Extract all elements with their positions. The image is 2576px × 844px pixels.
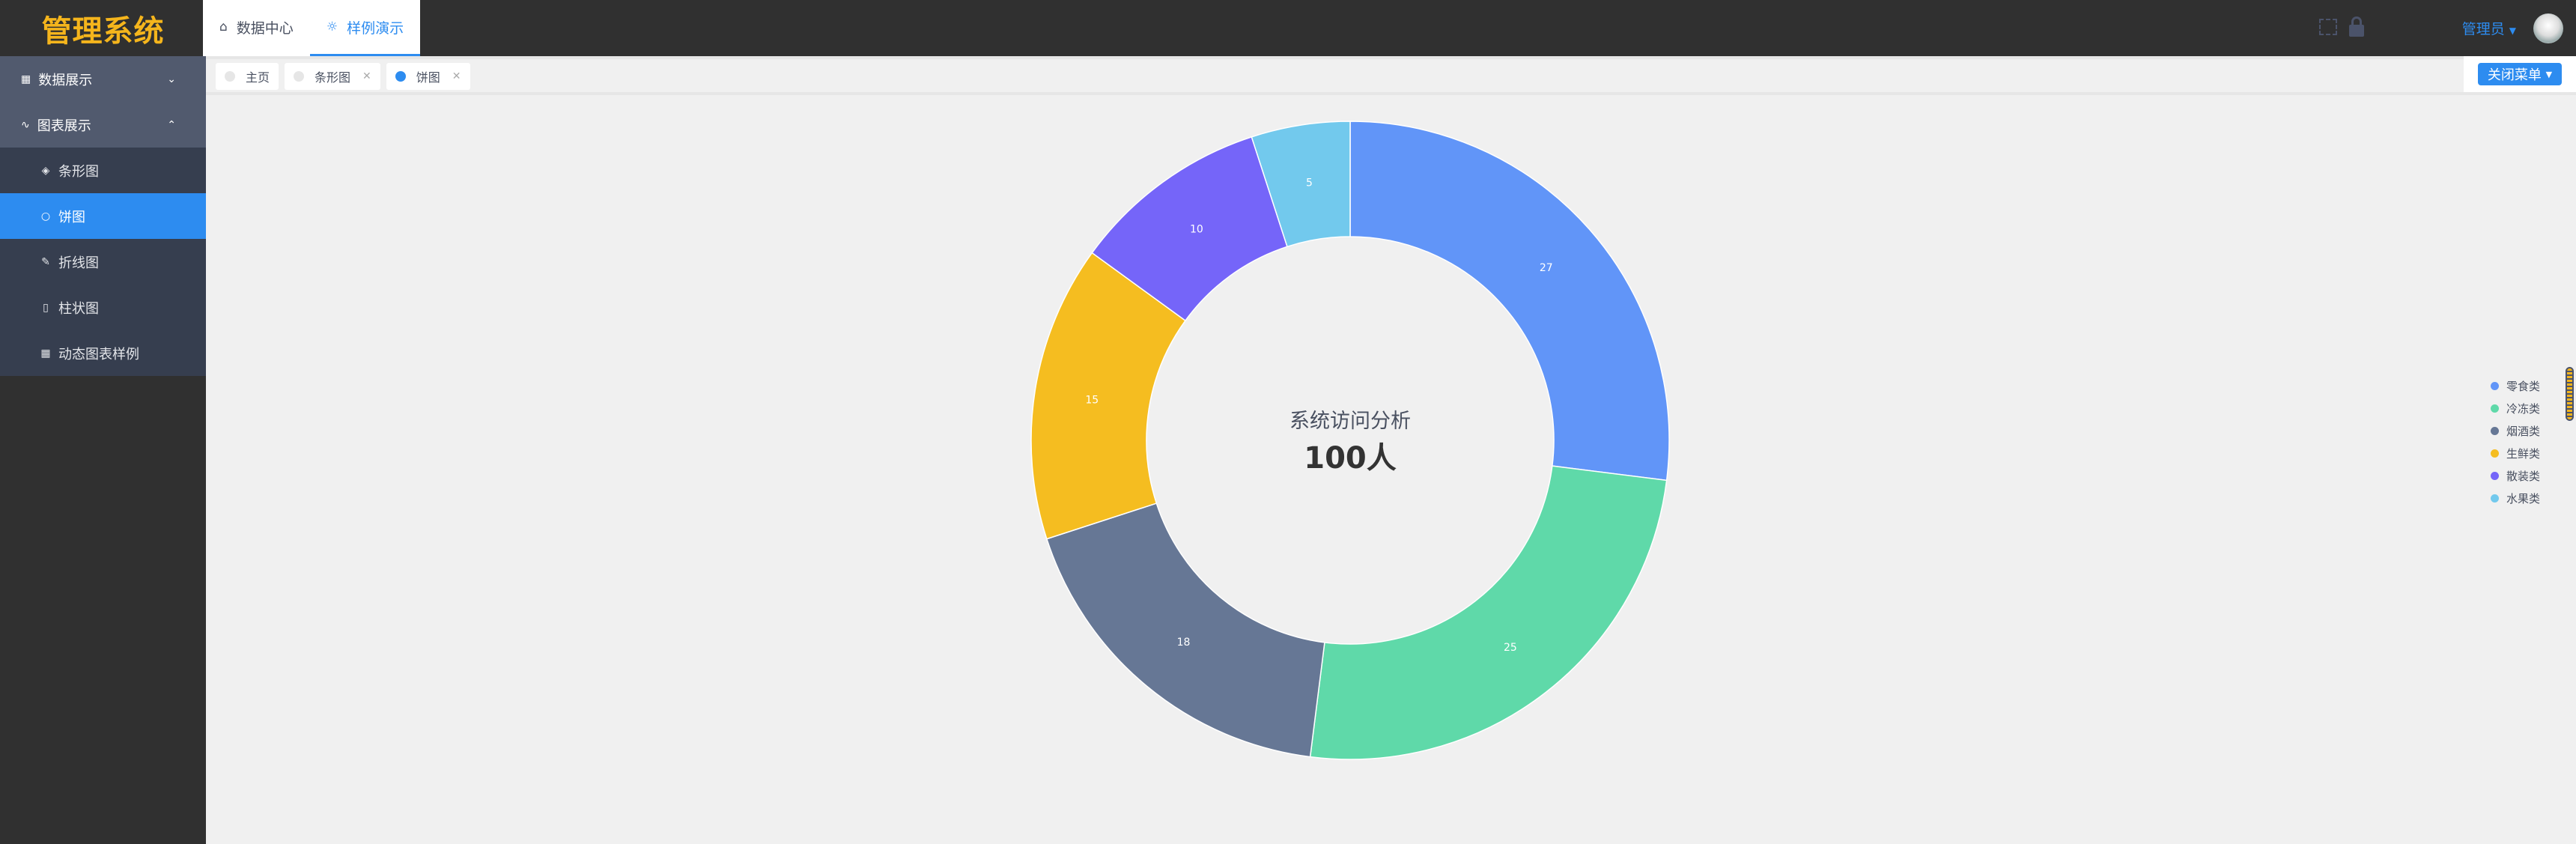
user-name: 管理员 (2461, 21, 2505, 37)
nav-label: 样例演示 (347, 19, 404, 37)
bulb-icon: ☼ (326, 19, 338, 34)
item-label: 条形图 (58, 163, 99, 180)
circle-icon: ○ (40, 210, 51, 222)
pie-slice-2[interactable] (1045, 503, 1325, 758)
fullscreen-icon[interactable] (2319, 19, 2337, 35)
legend-label: 生鲜类 (2506, 446, 2541, 461)
close-icon[interactable]: ✕ (362, 70, 371, 82)
slice-label: 25 (1504, 642, 1517, 654)
legend-label: 水果类 (2506, 491, 2541, 506)
item-label: 柱状图 (58, 300, 99, 317)
pie-slice-0[interactable] (1349, 121, 1670, 482)
lock-icon[interactable] (2349, 16, 2364, 37)
pen-icon: ✎ (41, 255, 50, 268)
nav-examples[interactable]: ☼ 样例演示 (309, 0, 421, 56)
item-label: 饼图 (58, 209, 85, 225)
slice-label: 27 (1540, 262, 1553, 274)
nav-data-center[interactable]: ⌂ 数据中心 (203, 0, 310, 56)
sidebar: ▦ 数据展示 ⌄ ∿ 图表展示 ⌃ ◈ 条形图 ○ 饼图 ✎ 折线图 ▯ 柱状图 ▦ 动态图表样例 (0, 56, 206, 844)
group-label: 数据展示 (38, 72, 93, 88)
sidebar-item-column[interactable]: ▯ 柱状图 (0, 285, 206, 330)
legend-label: 烟酒类 (2506, 424, 2541, 438)
slice-label: 5 (1306, 177, 1313, 189)
dot-icon (294, 71, 305, 82)
nav-label: 数据中心 (236, 19, 294, 37)
group-label: 图表展示 (37, 118, 91, 134)
legend-dot-icon (2491, 494, 2499, 503)
chart-center-value: 100人 (1304, 441, 1397, 476)
legend-item[interactable]: 生鲜类 (2491, 442, 2540, 464)
sidebar-submenu: ◈ 条形图 ○ 饼图 ✎ 折线图 ▯ 柱状图 ▦ 动态图表样例 (0, 148, 206, 376)
tag-icon: ◈ (41, 164, 50, 177)
sidebar-item-pie[interactable]: ○ 饼图 (0, 193, 206, 239)
legend-dot-icon (2491, 471, 2499, 480)
chevron-up-icon: ⌃ (167, 118, 176, 131)
legend-label: 零食类 (2506, 379, 2541, 393)
slice-label: 18 (1177, 637, 1191, 649)
avatar[interactable] (2533, 13, 2563, 43)
legend-dot-icon (2491, 404, 2499, 413)
grid-icon: ▦ (40, 347, 51, 359)
sidebar-item-line[interactable]: ✎ 折线图 (0, 239, 206, 285)
tag-label: 主页 (246, 70, 270, 85)
pie-slice-5[interactable] (1251, 121, 1351, 248)
legend-dot-icon (2491, 449, 2499, 458)
sidebar-group-charts[interactable]: ∿ 图表展示 ⌃ (0, 102, 206, 148)
slice-label: 15 (1085, 394, 1099, 406)
logo: 管理系统 (41, 13, 165, 49)
chevron-down-icon: ⌄ (167, 73, 176, 85)
slice-label: 10 (1190, 224, 1203, 236)
pulse-icon: ∿ (21, 118, 30, 131)
tag-home[interactable]: 主页 (216, 63, 279, 90)
item-label: 动态图表样例 (58, 346, 139, 362)
legend-item[interactable]: 烟酒类 (2491, 419, 2540, 442)
close-menu-area: 关闭菜单 ▼ (2464, 56, 2576, 92)
grid-icon: ▦ (21, 73, 31, 85)
close-menu-label: 关闭菜单 (2487, 67, 2542, 83)
home-icon: ⌂ (219, 19, 228, 34)
top-nav: ⌂ 数据中心 ☼ 样例演示 (203, 0, 421, 56)
dot-icon (395, 71, 406, 82)
tag-list: 主页 条形图 ✕ 饼图 ✕ (216, 63, 470, 90)
legend-item[interactable]: 水果类 (2491, 487, 2540, 509)
close-icon[interactable]: ✕ (452, 70, 461, 82)
legend-dot-icon (2491, 381, 2499, 390)
item-label: 折线图 (58, 255, 99, 271)
tag-label: 条形图 (315, 70, 351, 85)
tag-pie-chart[interactable]: 饼图 ✕ (386, 63, 470, 90)
close-menu-button[interactable]: 关闭菜单 ▼ (2478, 63, 2562, 85)
dot-icon (225, 71, 235, 82)
user-dropdown[interactable]: 管理员 ▼ (2462, 18, 2516, 38)
pie-slice-3[interactable] (1030, 252, 1186, 540)
sidebar-group-data[interactable]: ▦ 数据展示 ⌄ (0, 56, 206, 102)
pie-slice-1[interactable] (1309, 465, 1668, 760)
chart-title: 系统访问分析 (1289, 410, 1411, 433)
sidebar-item-dynamic[interactable]: ▦ 动态图表样例 (0, 330, 206, 376)
legend-label: 冷冻类 (2506, 401, 2541, 416)
sidebar-item-bar[interactable]: ◈ 条形图 (0, 148, 206, 193)
legend-item[interactable]: 零食类 (2491, 374, 2540, 397)
chart-legend: 零食类冷冻类烟酒类生鲜类散装类水果类 (2491, 374, 2540, 509)
tag-bar: 主页 条形图 ✕ 饼图 ✕ (206, 56, 2576, 95)
legend-scrollbar[interactable] (2566, 367, 2574, 421)
top-header: 管理系统 ⌂ 数据中心 ☼ 样例演示 管理员 ▼ (0, 0, 2576, 56)
caret-down-icon: ▼ (2509, 25, 2516, 36)
tag-bar-chart[interactable]: 条形图 ✕ (285, 63, 380, 90)
legend-label: 散装类 (2506, 469, 2541, 483)
legend-dot-icon (2491, 426, 2499, 435)
phone-icon: ▯ (43, 301, 49, 314)
legend-item[interactable]: 散装类 (2491, 464, 2540, 487)
legend-item[interactable]: 冷冻类 (2491, 397, 2540, 419)
caret-down-icon: ▼ (2545, 69, 2553, 79)
tag-label: 饼图 (416, 70, 440, 85)
